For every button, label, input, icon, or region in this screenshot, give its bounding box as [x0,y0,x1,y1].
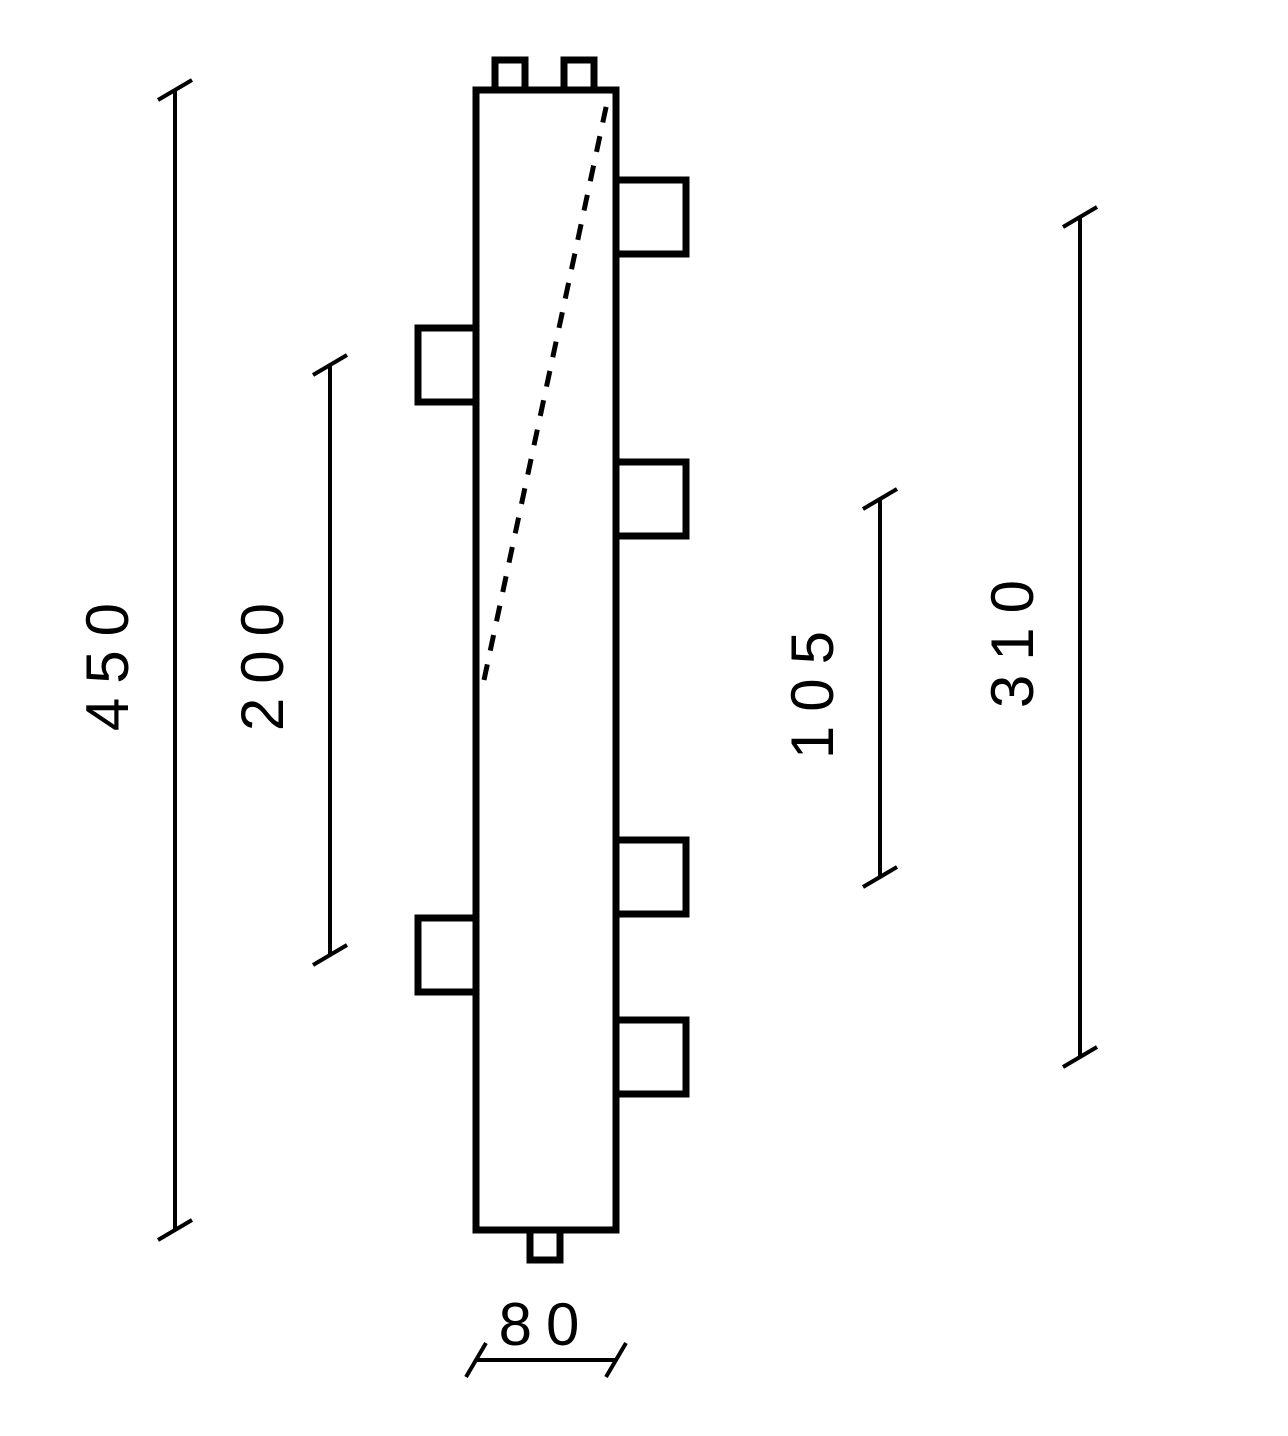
left-tab-0 [418,328,476,402]
body-rect [476,90,616,1230]
top-tab-1 [564,60,594,90]
top-tab-0 [495,60,525,90]
dim-d80-label: 80 [499,1291,594,1358]
right-tab-0 [616,180,686,254]
dim-d200-label: 200 [229,589,296,731]
right-tab-2 [616,840,686,914]
right-tab-1 [616,462,686,536]
dim-d450-label: 450 [74,589,141,731]
bottom-tab-0 [530,1230,560,1260]
technical-drawing: 450 200 105 310 80 [0,0,1288,1436]
left-tab-1 [418,918,476,992]
dim-d310-label: 310 [979,566,1046,708]
right-tab-3 [616,1020,686,1094]
dim-d105-label: 105 [779,617,846,759]
diagonal-dashed [484,98,608,680]
